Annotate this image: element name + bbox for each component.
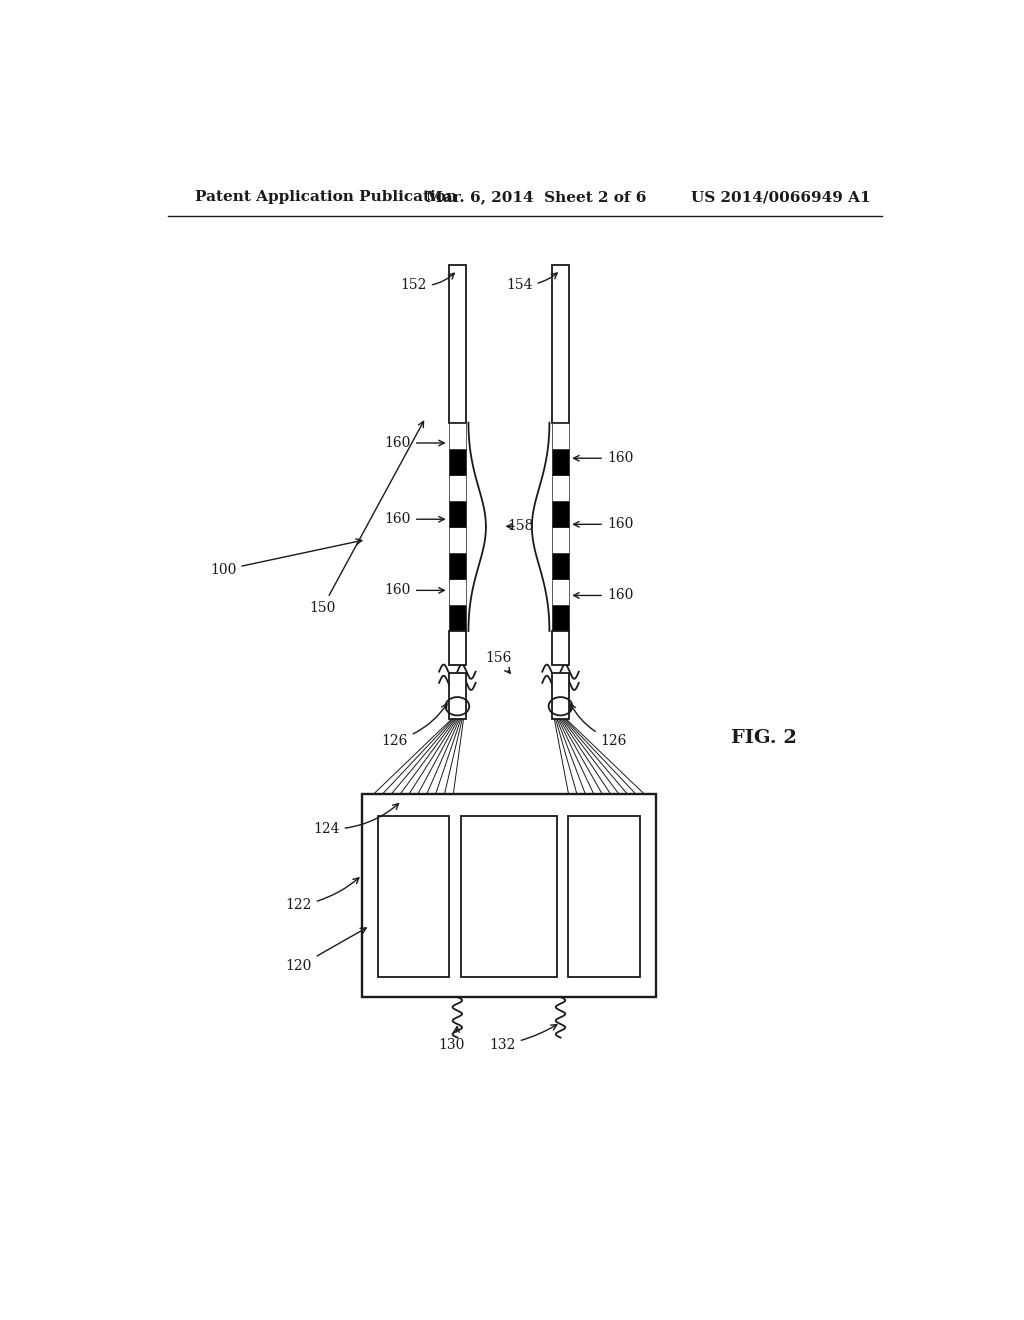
Text: 160: 160 — [385, 436, 444, 450]
Text: 160: 160 — [573, 517, 633, 532]
Text: 124: 124 — [313, 804, 398, 837]
Bar — [449, 527, 466, 553]
Bar — [378, 816, 450, 977]
Bar — [552, 422, 569, 449]
Bar — [552, 605, 569, 631]
Text: 156: 156 — [485, 652, 512, 673]
Text: 122: 122 — [286, 878, 358, 912]
Bar — [552, 527, 569, 553]
Text: Mar. 6, 2014  Sheet 2 of 6: Mar. 6, 2014 Sheet 2 of 6 — [426, 190, 646, 205]
Text: 120: 120 — [286, 928, 367, 973]
Bar — [552, 265, 569, 422]
Bar — [552, 500, 569, 527]
Bar — [568, 816, 640, 977]
Text: 160: 160 — [573, 451, 633, 465]
Text: 160: 160 — [385, 583, 444, 598]
Text: 160: 160 — [573, 589, 633, 602]
Text: 160: 160 — [385, 512, 444, 527]
Text: 100: 100 — [210, 539, 361, 577]
Text: US 2014/0066949 A1: US 2014/0066949 A1 — [691, 190, 871, 205]
Bar — [552, 449, 569, 475]
Text: 126: 126 — [570, 704, 627, 748]
Bar — [552, 553, 569, 579]
Bar — [552, 631, 569, 664]
Text: 150: 150 — [309, 421, 424, 615]
Bar — [449, 631, 466, 664]
Bar — [449, 579, 466, 605]
Text: 158: 158 — [508, 519, 535, 533]
Bar — [449, 673, 466, 719]
Bar — [449, 265, 466, 422]
Bar — [362, 793, 655, 997]
Bar — [552, 475, 569, 500]
Bar — [449, 605, 466, 631]
Text: 154: 154 — [506, 273, 557, 293]
Text: 130: 130 — [438, 1027, 465, 1052]
Bar — [449, 500, 466, 527]
Text: 132: 132 — [489, 1024, 557, 1052]
Text: 152: 152 — [400, 273, 455, 293]
Bar — [449, 475, 466, 500]
Text: FIG. 2: FIG. 2 — [731, 729, 797, 747]
Text: Patent Application Publication: Patent Application Publication — [196, 190, 458, 205]
Bar — [461, 816, 557, 977]
Bar — [552, 579, 569, 605]
Bar — [449, 422, 466, 449]
Bar — [449, 449, 466, 475]
Bar — [449, 553, 466, 579]
Text: 126: 126 — [382, 704, 447, 748]
Bar — [552, 673, 569, 719]
